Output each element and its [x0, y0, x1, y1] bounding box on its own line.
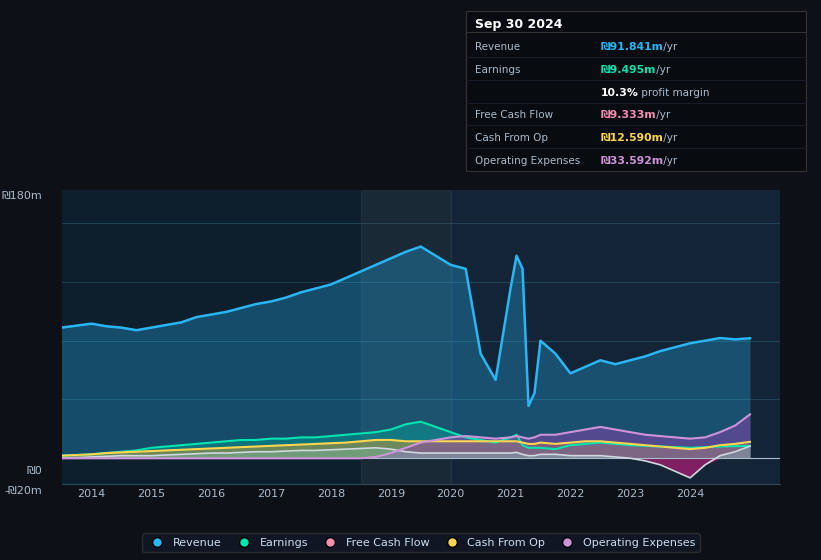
Text: ₪12.590m: ₪12.590m [601, 133, 664, 143]
Text: ₪33.592m: ₪33.592m [601, 156, 664, 166]
Text: /yr: /yr [660, 42, 677, 52]
Text: Cash From Op: Cash From Op [475, 133, 548, 143]
Text: ₪180m: ₪180m [2, 191, 43, 201]
Text: /yr: /yr [660, 156, 677, 166]
Text: profit margin: profit margin [638, 87, 709, 97]
Text: /yr: /yr [660, 133, 677, 143]
Text: /yr: /yr [653, 65, 670, 75]
Text: 10.3%: 10.3% [601, 87, 639, 97]
Text: Earnings: Earnings [475, 65, 521, 75]
Text: Revenue: Revenue [475, 42, 521, 52]
Legend: Revenue, Earnings, Free Cash Flow, Cash From Op, Operating Expenses: Revenue, Earnings, Free Cash Flow, Cash … [142, 534, 699, 552]
Text: -₪20m: -₪20m [5, 486, 43, 496]
Text: Operating Expenses: Operating Expenses [475, 156, 580, 166]
Text: ₪9.495m: ₪9.495m [601, 65, 656, 75]
Text: ₪91.841m: ₪91.841m [601, 42, 664, 52]
Text: ₪9.333m: ₪9.333m [601, 110, 657, 120]
Bar [361, 190, 451, 484]
Text: ₪0: ₪0 [27, 466, 43, 476]
Text: /yr: /yr [653, 110, 670, 120]
Bar [451, 190, 780, 484]
Text: Sep 30 2024: Sep 30 2024 [475, 18, 563, 31]
Text: Free Cash Flow: Free Cash Flow [475, 110, 553, 120]
